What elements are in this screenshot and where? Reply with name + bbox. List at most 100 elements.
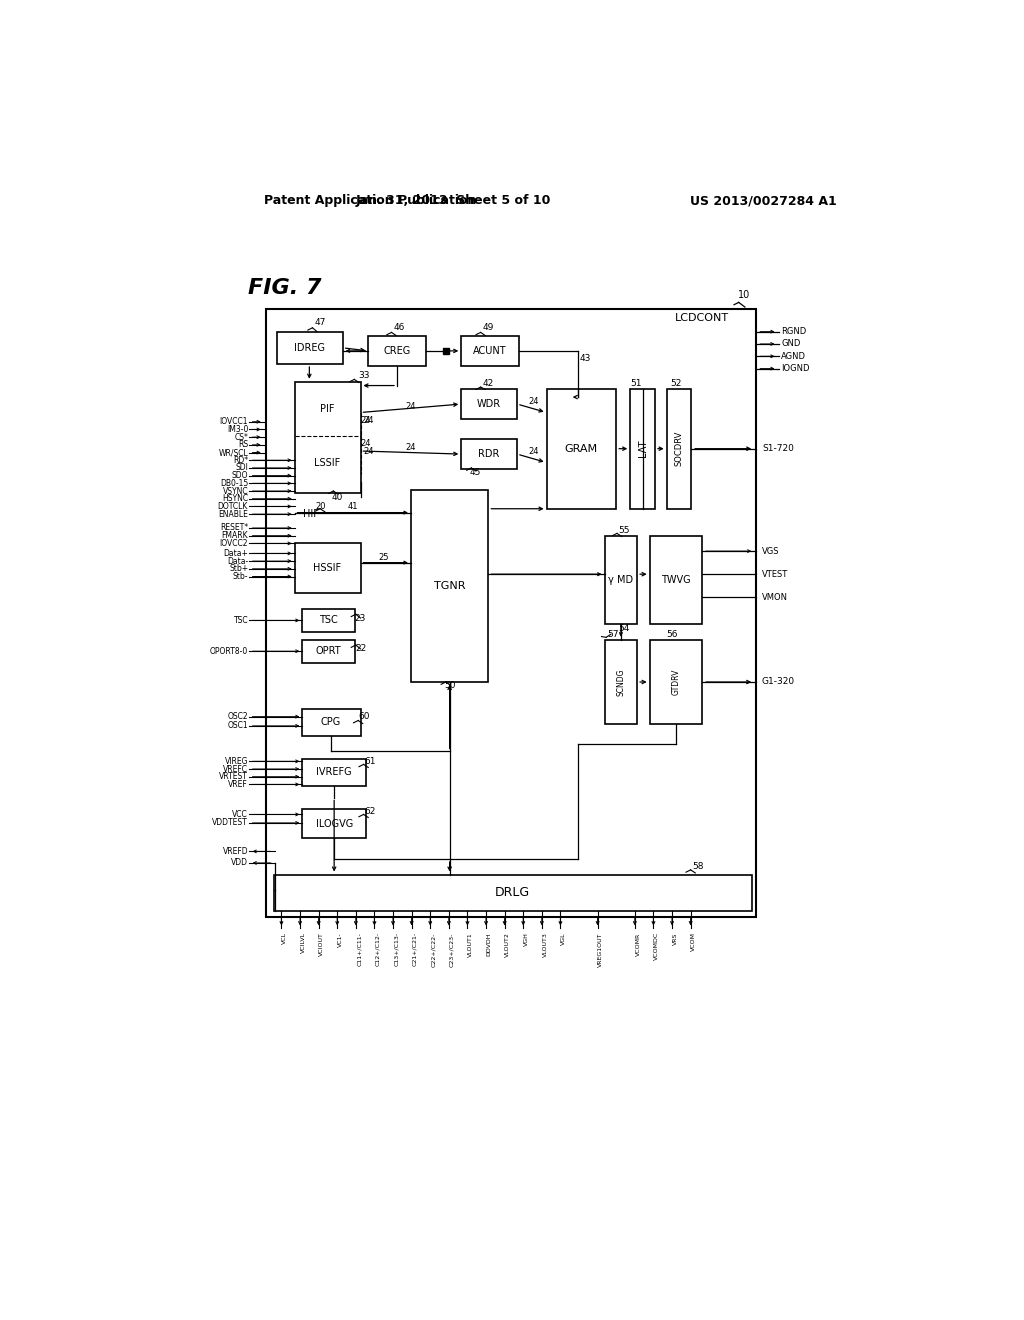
Text: 58: 58 [692, 862, 703, 871]
Text: 40: 40 [332, 492, 343, 502]
Text: 45: 45 [470, 469, 481, 477]
Bar [547, 389, 616, 508]
Text: TSC: TSC [233, 616, 248, 624]
Text: γ MD: γ MD [608, 574, 634, 585]
Text: 55: 55 [618, 525, 630, 535]
Text: VCILVL: VCILVL [301, 932, 306, 953]
Text: VCIOUT: VCIOUT [319, 932, 325, 956]
Text: FMARK: FMARK [221, 531, 248, 540]
Text: Stb+: Stb+ [229, 565, 248, 573]
Text: WDR: WDR [477, 399, 501, 409]
Text: 49: 49 [482, 323, 494, 333]
Text: RDR: RDR [478, 449, 500, 459]
Text: S1-720: S1-720 [762, 445, 794, 453]
Text: VRTEST: VRTEST [219, 772, 248, 781]
Text: VREG1OUT: VREG1OUT [598, 932, 603, 966]
Bar [369, 335, 426, 366]
Bar [302, 759, 366, 785]
Bar [604, 536, 637, 624]
Text: SDI: SDI [236, 463, 248, 473]
Text: SCNDG: SCNDG [616, 668, 626, 696]
Text: IOVCC1: IOVCC1 [219, 417, 248, 426]
Text: 24: 24 [360, 416, 371, 425]
Text: 57: 57 [607, 630, 618, 639]
Bar [667, 389, 691, 508]
Text: VSYNC: VSYNC [222, 487, 248, 495]
Text: RD*: RD* [233, 455, 248, 465]
Text: 51: 51 [630, 379, 641, 388]
Bar [302, 709, 360, 737]
Text: VCOMDC: VCOMDC [654, 932, 659, 961]
Text: Patent Application Publication: Patent Application Publication [263, 194, 476, 207]
Text: 25: 25 [379, 553, 389, 562]
Text: VREF: VREF [228, 780, 248, 789]
Text: 24: 24 [362, 446, 374, 455]
Bar [411, 490, 488, 682]
Text: RS: RS [238, 441, 248, 449]
Text: VGH: VGH [524, 932, 529, 946]
Text: VCL: VCL [283, 932, 287, 944]
Bar [295, 381, 360, 494]
Bar [649, 536, 702, 624]
Text: 54: 54 [618, 623, 630, 632]
Text: HSSIF: HSSIF [313, 564, 341, 573]
Bar [630, 389, 655, 508]
Text: VGS: VGS [762, 546, 779, 556]
Text: 24: 24 [406, 401, 416, 411]
Text: GND: GND [781, 339, 801, 348]
Text: PIF: PIF [319, 404, 335, 413]
Text: OSC2: OSC2 [227, 713, 248, 721]
Text: FIG. 7: FIG. 7 [248, 277, 322, 298]
Text: 24: 24 [360, 438, 371, 447]
Text: C11+/C11-: C11+/C11- [356, 932, 361, 966]
Text: DRLG: DRLG [495, 887, 530, 899]
Text: 60: 60 [358, 713, 370, 721]
Text: 50: 50 [443, 681, 456, 690]
Bar [295, 544, 360, 594]
Text: Data-: Data- [227, 557, 248, 565]
Text: VLOUT3: VLOUT3 [543, 932, 548, 957]
Text: IOVCC2: IOVCC2 [219, 539, 248, 548]
Text: GTDRV: GTDRV [672, 669, 680, 696]
Text: LAT: LAT [638, 440, 647, 458]
Text: DB0-15: DB0-15 [220, 479, 248, 488]
Text: 33: 33 [358, 371, 370, 380]
Text: 41: 41 [347, 502, 358, 511]
Text: 22: 22 [355, 644, 367, 653]
Bar [302, 609, 355, 632]
Text: SDO: SDO [231, 471, 248, 480]
Bar [461, 440, 517, 469]
Text: VRS: VRS [673, 932, 678, 945]
Text: C13+/C13-: C13+/C13- [394, 932, 398, 966]
Text: CS*: CS* [234, 433, 248, 442]
Text: 20: 20 [315, 502, 326, 511]
Text: C21+/C21-: C21+/C21- [413, 932, 418, 966]
Text: AGND: AGND [781, 352, 806, 360]
Text: 42: 42 [482, 379, 494, 388]
Text: RGND: RGND [781, 327, 807, 337]
Text: ILOGVG: ILOGVG [315, 818, 353, 829]
Text: HIF: HIF [303, 510, 318, 519]
Text: VGL: VGL [561, 932, 566, 945]
Text: Jan. 31, 2013  Sheet 5 of 10: Jan. 31, 2013 Sheet 5 of 10 [355, 194, 551, 207]
Text: US 2013/0027284 A1: US 2013/0027284 A1 [690, 194, 837, 207]
Text: Stb-: Stb- [232, 572, 248, 581]
Text: VDDTEST: VDDTEST [212, 818, 248, 828]
Text: VMON: VMON [762, 593, 787, 602]
Text: VREFD: VREFD [222, 847, 248, 855]
Bar [461, 335, 519, 366]
Text: 46: 46 [393, 323, 404, 333]
Text: GRAM: GRAM [565, 444, 598, 454]
Text: 47: 47 [314, 318, 326, 327]
Text: TGNR: TGNR [434, 581, 465, 591]
Text: IM3-0: IM3-0 [226, 425, 248, 434]
Text: VREFC: VREFC [223, 764, 248, 774]
Text: LSSIF: LSSIF [314, 458, 340, 467]
Bar [276, 331, 343, 364]
Text: VLOUT1: VLOUT1 [468, 932, 473, 957]
Text: VIREG: VIREG [224, 756, 248, 766]
Text: VDD: VDD [231, 858, 248, 867]
Text: 62: 62 [365, 807, 376, 816]
Text: C23+/C23-: C23+/C23- [450, 932, 455, 966]
Text: CREG: CREG [383, 346, 411, 356]
